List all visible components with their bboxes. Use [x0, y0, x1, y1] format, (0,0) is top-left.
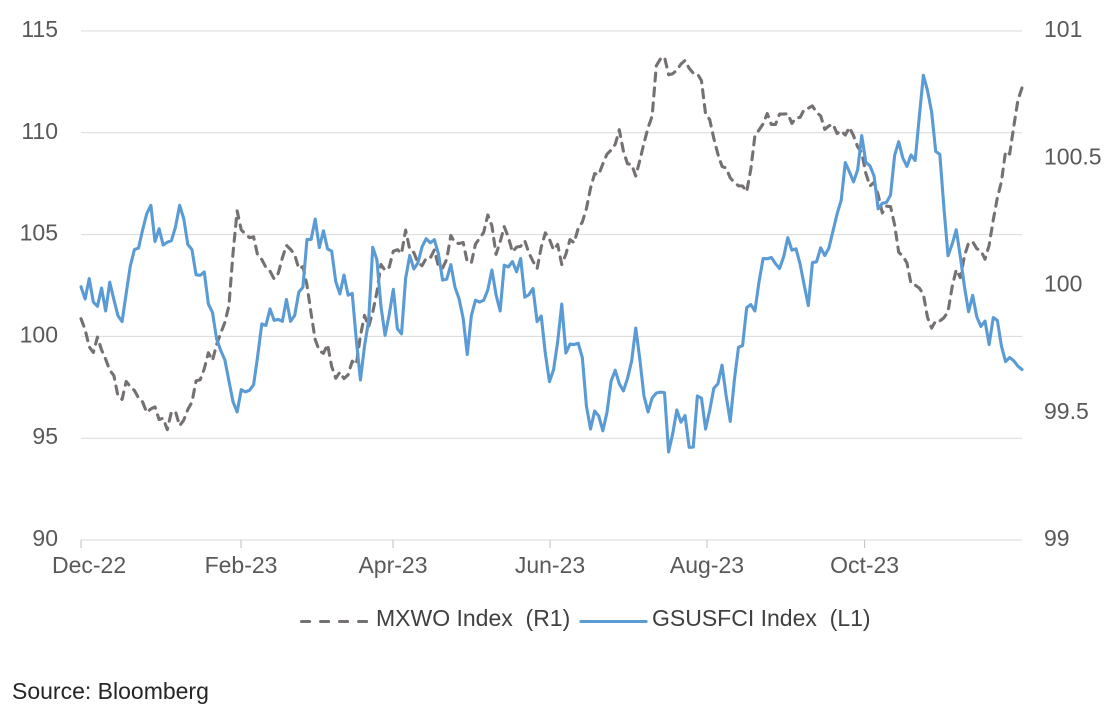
svg-text:MXWO Index (R1): MXWO Index (R1)	[376, 605, 570, 631]
svg-text:115: 115	[21, 16, 58, 42]
svg-text:Dec-22: Dec-22	[52, 552, 126, 578]
svg-text:Apr-23: Apr-23	[358, 552, 427, 578]
svg-text:Jun-23: Jun-23	[515, 552, 585, 578]
svg-text:99.5: 99.5	[1044, 398, 1089, 424]
svg-text:90: 90	[32, 525, 58, 551]
svg-text:99: 99	[1044, 525, 1070, 551]
svg-text:GSUSFCI Index (L1): GSUSFCI Index (L1)	[652, 605, 871, 631]
svg-text:100: 100	[20, 321, 58, 347]
svg-text:95: 95	[32, 423, 58, 449]
svg-text:105: 105	[20, 220, 58, 246]
svg-text:Source: Bloomberg: Source: Bloomberg	[12, 678, 209, 704]
svg-text:Feb-23: Feb-23	[205, 552, 278, 578]
svg-text:101: 101	[1044, 16, 1082, 42]
svg-text:110: 110	[21, 118, 58, 144]
svg-text:100: 100	[1044, 271, 1082, 297]
svg-text:100.5: 100.5	[1044, 143, 1102, 169]
svg-text:Aug-23: Aug-23	[670, 552, 744, 578]
svg-text:Oct-23: Oct-23	[830, 552, 899, 578]
